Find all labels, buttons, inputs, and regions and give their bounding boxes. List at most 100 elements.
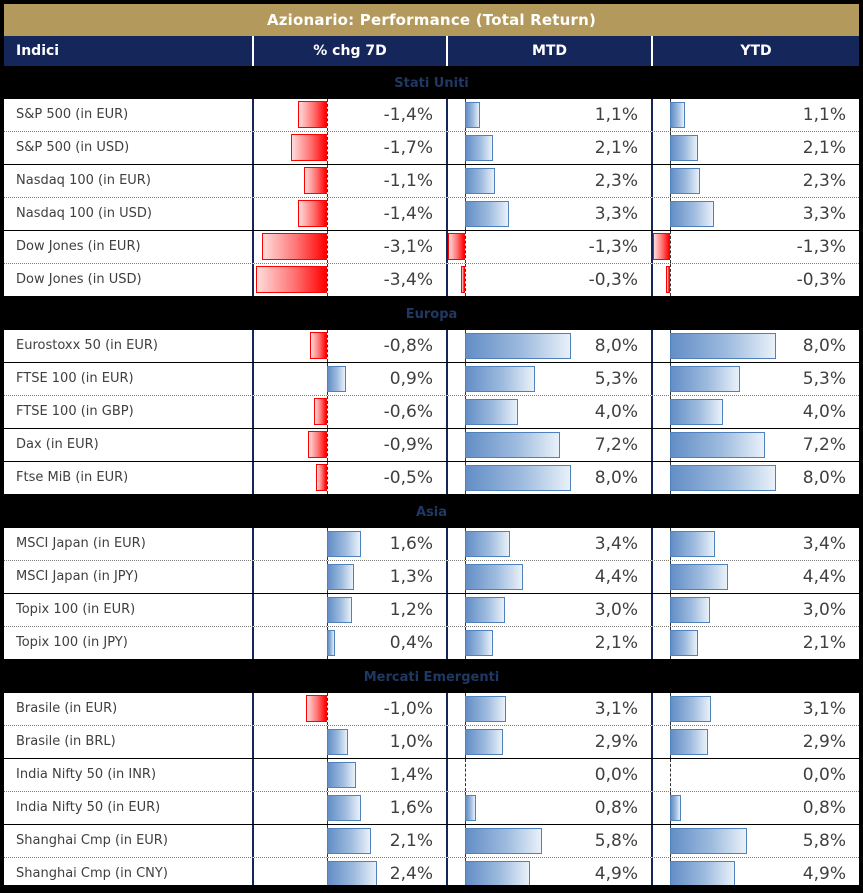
chg7d-data-bar [327, 795, 361, 821]
section-band: Europa [4, 297, 859, 330]
zero-axis-line [465, 231, 466, 263]
chg7d-cell: -0,8% [252, 330, 446, 362]
ytd-cell: 4,9% [651, 858, 859, 885]
chg7d-data-bar [327, 630, 335, 656]
ytd-data-bar [670, 630, 698, 656]
ytd-value: 3,3% [802, 204, 846, 224]
index-name: Dax (in EUR) [16, 437, 99, 452]
chg7d-data-bar [327, 861, 377, 885]
zero-axis-line [327, 396, 328, 428]
index-name: FTSE 100 (in EUR) [16, 371, 134, 386]
mtd-data-bar [465, 135, 493, 161]
mtd-cell: 2,1% [446, 132, 651, 164]
mtd-data-bar [465, 564, 523, 590]
index-name: S&P 500 (in USD) [16, 140, 130, 155]
zero-axis-line [327, 231, 328, 263]
chg7d-cell: 1,6% [252, 792, 446, 824]
index-name-cell: Topix 100 (in EUR) [4, 594, 252, 626]
chg7d-value: 1,0% [389, 732, 433, 752]
ytd-cell: 3,4% [651, 528, 859, 560]
chg7d-cell: -3,1% [252, 231, 446, 263]
table-row: Dow Jones (in USD) -3,4% -0,3% -0,3% [4, 264, 859, 297]
index-name: Brasile (in EUR) [16, 701, 118, 716]
table-row: MSCI Japan (in JPY) 1,3% 4,4% 4,4% [4, 561, 859, 594]
mtd-data-bar [465, 597, 505, 623]
mtd-data-bar [465, 795, 476, 821]
mtd-value: 7,2% [594, 435, 638, 455]
ytd-value: 3,4% [802, 534, 846, 554]
chg7d-value: -0,5% [383, 468, 433, 488]
index-name: Topix 100 (in JPY) [16, 635, 128, 650]
zero-axis-line [465, 264, 466, 296]
chg7d-value: -1,0% [383, 699, 433, 719]
mtd-value: 3,4% [594, 534, 638, 554]
ytd-value: 4,4% [802, 567, 846, 587]
mtd-value: 3,3% [594, 204, 638, 224]
ytd-value: 8,0% [802, 468, 846, 488]
table-row: Brasile (in EUR) -1,0% 3,1% 3,1% [4, 693, 859, 726]
chg7d-cell: 1,3% [252, 561, 446, 593]
chg7d-data-bar [327, 366, 346, 392]
zero-axis-line [465, 759, 466, 791]
ytd-cell: 8,0% [651, 330, 859, 362]
zero-axis-line [327, 462, 328, 494]
mtd-data-bar [465, 366, 535, 392]
chg7d-data-bar [298, 200, 327, 227]
mtd-data-bar [465, 168, 495, 194]
index-name-cell: Dax (in EUR) [4, 429, 252, 461]
column-header-ytd: YTD [651, 36, 859, 66]
mtd-cell: 2,3% [446, 165, 651, 197]
table-row: MSCI Japan (in EUR) 1,6% 3,4% 3,4% [4, 528, 859, 561]
zero-axis-line [327, 330, 328, 362]
ytd-data-bar [666, 266, 670, 293]
ytd-data-bar [670, 696, 711, 722]
mtd-cell: 4,4% [446, 561, 651, 593]
index-name: India Nifty 50 (in EUR) [16, 800, 161, 815]
chg7d-data-bar [310, 332, 327, 359]
chg7d-data-bar [304, 167, 327, 194]
zero-axis-line [327, 165, 328, 197]
chg7d-value: -1,1% [383, 171, 433, 191]
mtd-data-bar [465, 696, 506, 722]
ytd-data-bar [670, 729, 708, 755]
section-band: Stati Uniti [4, 66, 859, 99]
chg7d-data-bar [327, 828, 371, 854]
chg7d-value: -0,6% [383, 402, 433, 422]
chg7d-value: 2,4% [389, 864, 433, 884]
chg7d-cell: -3,4% [252, 264, 446, 296]
ytd-cell: 4,4% [651, 561, 859, 593]
mtd-cell: 5,8% [446, 825, 651, 857]
ytd-value: 1,1% [802, 105, 846, 125]
index-name-cell: Shanghai Cmp (in EUR) [4, 825, 252, 857]
index-name: Dow Jones (in USD) [16, 272, 142, 287]
mtd-data-bar [465, 828, 542, 854]
mtd-value: 2,1% [594, 633, 638, 653]
ytd-value: 7,2% [802, 435, 846, 455]
chg7d-cell: 0,9% [252, 363, 446, 395]
ytd-value: 0,0% [802, 765, 846, 785]
ytd-data-bar [670, 201, 714, 227]
ytd-data-bar [670, 795, 681, 821]
ytd-value: 2,1% [802, 633, 846, 653]
mtd-cell: 1,1% [446, 99, 651, 131]
table-row: Shanghai Cmp (in CNY) 2,4% 4,9% 4,9% [4, 858, 859, 885]
index-name: Brasile (in BRL) [16, 734, 116, 749]
section-label: Mercati Emergenti [363, 670, 500, 685]
chg7d-value: 0,9% [389, 369, 433, 389]
mtd-cell: 8,0% [446, 330, 651, 362]
ytd-data-bar [670, 597, 710, 623]
table-row: Nasdaq 100 (in USD) -1,4% 3,3% 3,3% [4, 198, 859, 231]
chg7d-value: 2,1% [389, 831, 433, 851]
mtd-value: -0,3% [588, 270, 638, 290]
mtd-cell: 2,1% [446, 627, 651, 659]
table-row: S&P 500 (in EUR) -1,4% 1,1% 1,1% [4, 99, 859, 132]
chg7d-value: 0,4% [389, 633, 433, 653]
chg7d-value: 1,6% [389, 534, 433, 554]
mtd-cell: 3,0% [446, 594, 651, 626]
index-name-cell: MSCI Japan (in EUR) [4, 528, 252, 560]
index-name-cell: Nasdaq 100 (in USD) [4, 198, 252, 230]
chg7d-cell: -1,4% [252, 99, 446, 131]
mtd-cell: 3,4% [446, 528, 651, 560]
mtd-data-bar [461, 266, 465, 293]
mtd-value: 8,0% [594, 468, 638, 488]
